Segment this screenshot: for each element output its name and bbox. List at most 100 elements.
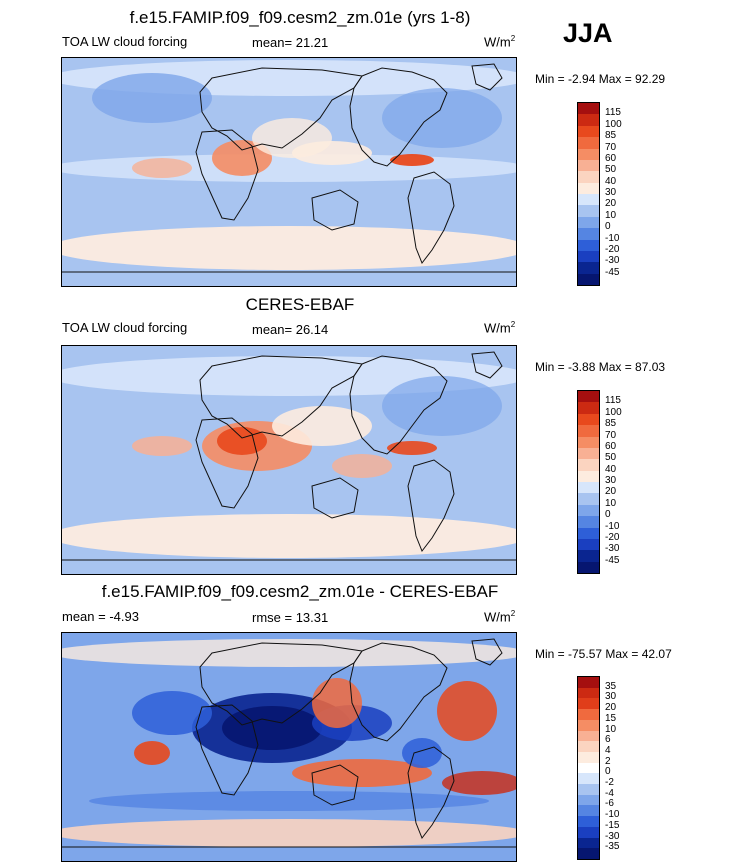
panel3-minmax: Min = -75.57 Max = 42.07 [535,647,672,661]
colorbar-tick-label: 100 [605,118,622,130]
coastline [195,704,259,796]
colorbar-tick-label: -4 [605,787,614,799]
field-blob [222,706,322,750]
colorbar-tick-label: 10 [605,723,617,735]
colorbar-swatch [578,402,599,414]
colorbar-swatch [578,216,599,229]
colorbar-swatch [578,805,599,817]
colorbar-tick-label: 40 [605,175,617,187]
colorbar-swatch [578,205,599,217]
season-label: JJA [563,18,613,48]
coastline [471,638,503,666]
field-blob [402,738,442,768]
colorbar-swatch [578,538,599,551]
panel1-units: W/m2 [484,34,516,50]
colorbar-tick-label: 4 [605,744,611,756]
colorbar-swatch [578,228,599,240]
colorbar-tick-label: -20 [605,243,620,255]
colorbar-swatch [578,550,599,562]
colorbar-tick-label: 20 [605,486,617,498]
colorbar-tick-label: 60 [605,440,617,452]
field-blob [272,406,372,446]
coastline [311,764,359,806]
colorbar-swatch [578,137,599,149]
colorbar-tick-label: 0 [605,221,611,233]
field-blob [292,759,432,787]
colorbar-tick-label: 15 [605,712,617,724]
colorbar-swatch [578,816,599,827]
field-blob [62,819,516,847]
field-blob [132,691,212,735]
panel1-map [61,57,517,287]
colorbar-swatch [578,459,599,471]
colorbar-tick-label: 70 [605,141,617,153]
colorbar-swatch [578,436,599,448]
colorbar-tick-label: 40 [605,463,617,475]
colorbar-swatch [578,677,599,688]
coastline [471,351,503,379]
panel1-colorbar: 115 100 85 70 60 50 40 30 20 10 0 -10 -20 -30 -45 [577,102,622,286]
colorbar-tick-label: -35 [605,841,620,853]
colorbar-swatch [578,413,599,426]
colorbar-tick-label: 35 [605,680,617,692]
panel2-colorbar: 115 100 85 70 60 50 40 30 20 10 0 -10 -20 -30 -45 [577,390,622,574]
colorbar-swatch [578,194,599,206]
coastline [349,355,448,455]
colorbar-tick-label: -15 [605,819,620,831]
field-blob [332,454,392,478]
colorbar-swatch [578,561,599,573]
colorbar-swatch [578,148,599,160]
coastline [407,459,455,553]
panel3-mean: mean = -4.93 [62,609,139,624]
colorbar-tick-label: 60 [605,152,617,164]
colorbar-swatch [578,182,599,194]
colorbar-tick-label: -30 [605,255,620,267]
colorbar-tick-label: 100 [605,406,622,418]
field-blob [312,678,362,728]
colorbar-tick-label: 70 [605,429,617,441]
colorbar-tick-label: 115 [605,395,621,407]
panel1-title: f.e15.FAMIP.f09_f09.cesm2_zm.01e (yrs 1-… [129,8,471,27]
colorbar-swatch [578,250,599,263]
colorbar-box [577,390,600,574]
colorbar-swatch [578,425,599,437]
colorbar-tick-label: -6 [605,798,614,810]
colorbar-tick-label: 50 [605,452,617,464]
map-svg [62,60,516,273]
colorbar-swatch [578,504,599,517]
panel3-rmse: rmse = 13.31 [252,610,329,625]
panel1-left-label: TOA LW cloud forcing [62,34,188,49]
field-blob [252,118,332,158]
colorbar-tick-label: 85 [605,418,617,430]
field-blob [89,791,489,811]
colorbar-tick-label: 115 [605,107,621,119]
field-blob [92,73,212,123]
colorbar-tick-label: 85 [605,130,617,142]
panel1-mean: mean= 21.21 [252,35,329,50]
colorbar-swatch [578,709,599,720]
coastline [199,355,363,439]
colorbar-swatch [578,171,599,183]
colorbar-tick-label: 30 [605,691,617,703]
field-blob [442,771,516,795]
field-blob [132,158,192,178]
colorbar-tick-label: 30 [605,475,617,486]
field-blob [132,436,192,456]
colorbar-swatch [578,741,599,752]
colorbar-swatch [578,762,599,774]
colorbar-swatch [578,493,599,505]
colorbar-swatch [578,826,599,838]
colorbar-tick-label: -30 [605,830,620,842]
colorbar-swatch [578,837,599,849]
field-blob [437,681,497,741]
field-blob [382,88,502,148]
colorbar-swatch [578,784,599,795]
colorbar-swatch [578,482,599,494]
colorbar-tick-label: -2 [605,777,614,789]
panel2-minmax: Min = -3.88 Max = 87.03 [535,360,666,374]
colorbar-swatch [578,159,599,172]
colorbar-tick-label: -10 [605,809,620,821]
colorbar-tick-label: 2 [605,755,611,767]
panel2-map [61,345,517,575]
colorbar-swatch [578,447,599,460]
